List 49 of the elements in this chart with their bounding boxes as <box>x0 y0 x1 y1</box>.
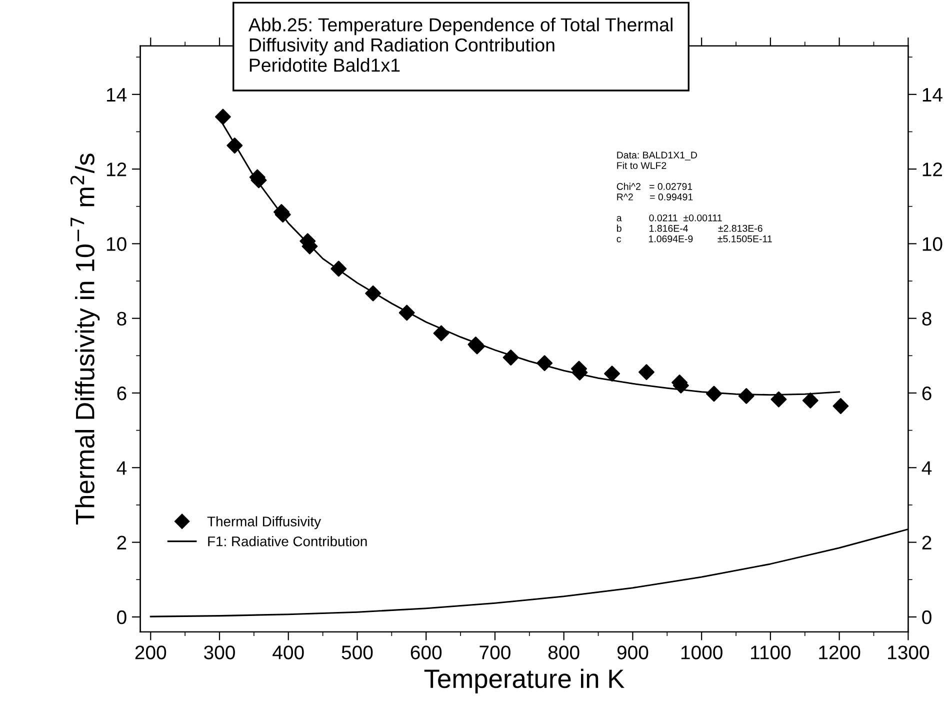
point <box>536 355 553 372</box>
x-tick-label: 800 <box>548 646 580 660</box>
point <box>226 138 243 154</box>
y-tick-label: 14 <box>106 88 127 102</box>
x-tick-label: 600 <box>410 646 442 660</box>
y2-tick-label: 4 <box>922 461 932 475</box>
point <box>433 325 450 342</box>
chart-title: Abb.25: Temperature Dependence of Total Thermal Diffusivity and Radiation Contribution Peridotite Bald1x1 <box>248 18 672 72</box>
point <box>365 285 382 302</box>
y-tick-label: 10 <box>106 237 126 251</box>
point <box>802 392 818 408</box>
legend-label: F1: Radiative Contribution <box>208 536 367 546</box>
x-tick-label: 500 <box>342 646 373 660</box>
y-tick-label: 12 <box>106 162 126 176</box>
x-tick-label: 700 <box>480 646 510 660</box>
point <box>770 391 787 408</box>
x-tick-label: 200 <box>135 646 166 660</box>
legend-label: Thermal Diffusivity <box>207 516 321 530</box>
y2-tick-label: 0 <box>922 610 932 624</box>
point <box>832 398 849 414</box>
y2-tick-label: 14 <box>922 88 942 102</box>
y2-tick-label: 8 <box>922 312 932 326</box>
x-tick-label: 1100 <box>751 646 791 660</box>
y-tick-label: 6 <box>117 386 126 400</box>
point <box>502 350 519 366</box>
point <box>738 388 754 404</box>
y2-tick-label: 10 <box>922 237 942 251</box>
point <box>638 364 654 380</box>
x-tick-label: 900 <box>617 646 648 660</box>
x-tick-label: 1200 <box>819 646 860 660</box>
y2-tick-label: 6 <box>922 386 932 400</box>
point <box>706 386 722 402</box>
x-tick-label: 400 <box>272 646 304 660</box>
text: Data: BALD1X1_D Fit to WLF2 Chi^2 = 0.02791 R^2 = 0.99491 a 0.0211 ±0.00111 b 1.816E-4 ±2.813E-6 c 1.0694E-9 ±5.1505E-11 <box>616 152 772 242</box>
point <box>398 304 415 321</box>
point <box>604 366 620 382</box>
y-tick-label: 4 <box>116 461 127 475</box>
y-tick-label: 0 <box>117 610 126 624</box>
y2-tick-label: 12 <box>922 162 942 176</box>
x-tick-label: 1300 <box>888 646 930 660</box>
y-tick-label: 8 <box>117 312 126 326</box>
point <box>330 260 347 277</box>
y-tick-label: 2 <box>117 536 126 550</box>
x-tick-label: 300 <box>204 646 235 660</box>
y2-tick-label: 2 <box>922 536 932 550</box>
y-axis-title: Thermal Diffusivity in 10$^{−7}$ m$^{2}$/s <box>70 154 100 524</box>
point <box>214 108 231 125</box>
x-tick-label: 1000 <box>681 646 722 660</box>
x-axis-title: Temperature in K <box>424 668 624 694</box>
